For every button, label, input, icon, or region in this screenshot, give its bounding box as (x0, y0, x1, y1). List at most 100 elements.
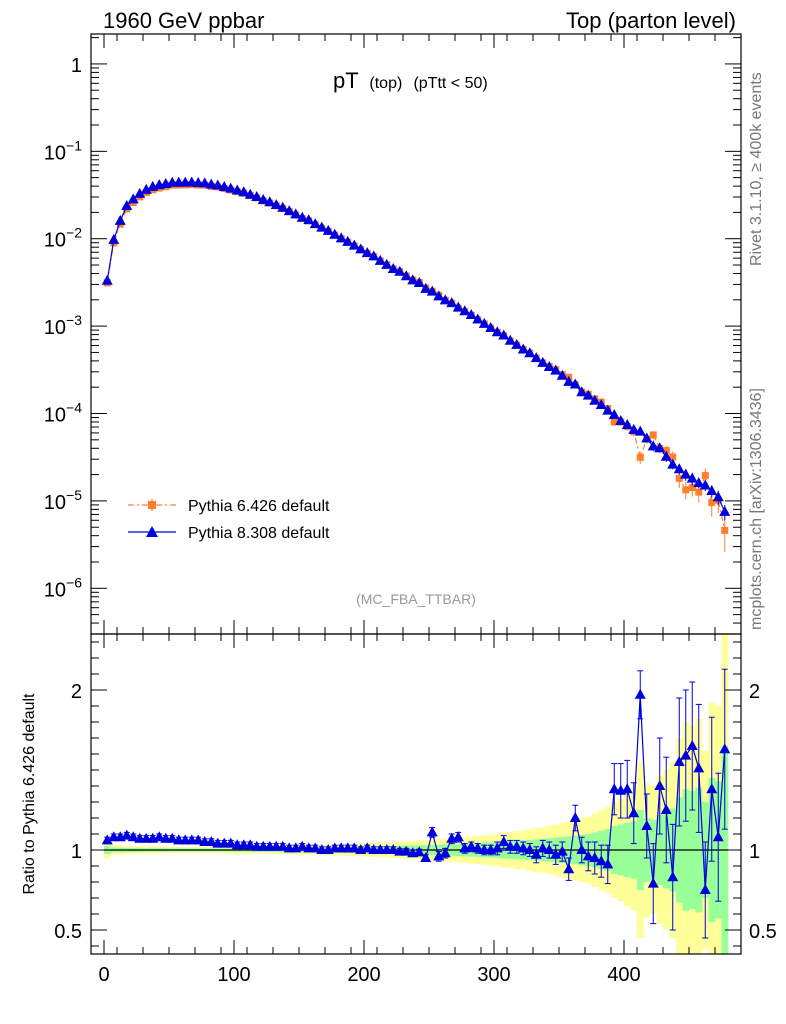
data-point-pythia8 (641, 432, 653, 443)
data-point-pythia8 (134, 187, 146, 198)
data-point-pythia8 (595, 399, 607, 410)
data-point-pythia8 (290, 208, 302, 219)
legend-entry-pythia8: Pythia 8.308 default (128, 525, 330, 542)
data-point-pythia8 (238, 186, 250, 197)
ratio-data-point (225, 837, 237, 848)
analysis-watermark: (MC_FBA_TTBAR) (356, 591, 476, 607)
ratio-data-point (205, 836, 217, 846)
ratio-data-point (524, 844, 536, 854)
data-point-pythia8 (244, 188, 256, 199)
ratio-data-point (686, 740, 698, 750)
data-point-pythia8 (537, 356, 549, 367)
data-point-pythia8 (446, 297, 458, 308)
mcplots-label: mcplots.cern.ch [arXiv:1306.3436] (748, 388, 765, 630)
data-point-pythia8 (329, 228, 341, 239)
data-point-pythia6 (701, 472, 709, 480)
ratio-data-point (192, 834, 204, 845)
data-point-pythia8 (355, 243, 367, 254)
ratio-data-point (621, 783, 633, 794)
plot-title-main: pT (333, 68, 358, 93)
data-point-pythia8 (576, 386, 588, 397)
main-y-tick-label: 10−5 (44, 487, 82, 514)
data-point-pythia8 (257, 194, 269, 205)
ratio-series-layer (101, 668, 731, 939)
data-point-pythia8 (563, 375, 575, 386)
data-point-pythia8 (439, 294, 451, 305)
ratio-y-tick-label-right: 2 (749, 681, 760, 703)
ratio-data-point (465, 840, 477, 851)
data-point-pythia6 (662, 446, 670, 454)
data-point-pythia8 (699, 479, 711, 490)
ratio-data-point (277, 840, 289, 851)
data-point-pythia8 (335, 232, 347, 243)
data-point-pythia8 (517, 343, 529, 354)
data-point-pythia8 (498, 329, 510, 340)
ratio-data-point (348, 842, 360, 853)
ratio-y-axis-label: Ratio to Pythia 6.426 default (21, 693, 38, 895)
x-tick-label: 400 (607, 964, 640, 986)
data-point-pythia8 (264, 196, 276, 207)
legend: Pythia 6.426 default Pythia 8.308 defaul… (128, 498, 330, 542)
x-tick-label: 0 (98, 964, 109, 986)
data-point-pythia8 (452, 301, 464, 312)
data-point-pythia8 (608, 409, 620, 420)
data-point-pythia8 (212, 179, 224, 190)
ratio-data-point (153, 831, 165, 842)
data-point-pythia8 (628, 423, 640, 434)
header-right-label: Top (parton level) (566, 8, 736, 33)
ratio-y-tick-label-right: 1 (749, 841, 760, 863)
data-point-pythia6 (610, 418, 618, 426)
ratio-data-point (361, 842, 373, 853)
data-point-pythia8 (530, 352, 542, 363)
main-y-tick-label: 10−6 (44, 574, 82, 601)
data-point-pythia8 (478, 317, 490, 328)
ratio-data-point (543, 844, 555, 854)
data-point-pythia8 (387, 262, 399, 273)
data-point-pythia8 (296, 211, 308, 222)
data-point-pythia8 (374, 254, 386, 265)
data-point-pythia8 (621, 418, 633, 429)
ratio-data-point (706, 783, 718, 794)
legend-marker-pythia8 (146, 526, 158, 537)
ratio-data-point (641, 820, 653, 830)
data-point-pythia8 (673, 463, 685, 474)
data-point-pythia8 (602, 404, 614, 415)
x-tick-label: 100 (217, 964, 250, 986)
ratio-data-point (127, 831, 139, 842)
data-point-pythia6 (649, 431, 657, 439)
ratio-data-point (166, 832, 178, 843)
data-point-pythia8 (556, 369, 568, 380)
data-point-pythia8 (303, 214, 315, 225)
plot-title: pT (top) (pTtt < 50) (333, 68, 488, 93)
data-point-pythia8 (686, 472, 698, 483)
x-tick-label: 300 (477, 964, 510, 986)
data-point-pythia6 (669, 453, 677, 461)
ratio-data-point (530, 848, 542, 859)
ratio-data-point (420, 852, 432, 862)
data-point-pythia8 (511, 338, 523, 349)
data-point-pythia6 (688, 484, 696, 492)
series-line-pythia6 (106, 184, 726, 531)
ratio-data-point (569, 812, 581, 822)
ratio-data-point (680, 749, 692, 760)
data-point-pythia8 (231, 184, 243, 195)
ratio-data-point (608, 783, 620, 794)
data-point-pythia8 (277, 201, 289, 212)
data-point-pythia6 (695, 488, 703, 496)
data-point-pythia8 (433, 290, 445, 301)
main-y-tick-label: 10−4 (44, 400, 82, 427)
data-point-pythia8 (667, 458, 679, 469)
data-point-pythia8 (472, 313, 484, 324)
data-point-pythia8 (413, 277, 425, 288)
ratio-data-point (628, 807, 640, 818)
plot-title-sub: (top) (369, 75, 402, 92)
ratio-y-tick-label-right: 0.5 (749, 921, 777, 943)
axes-layer: 0 100 200 300 400 10−6 10−5 10−4 10−3 10−2 10−1 1 0.… (44, 34, 777, 986)
ratio-data-point (309, 842, 321, 853)
data-point-pythia8 (218, 181, 230, 192)
data-point-pythia8 (199, 177, 211, 188)
data-point-pythia8 (251, 191, 263, 202)
data-point-pythia8 (569, 378, 581, 389)
ratio-data-point (387, 844, 399, 854)
data-point-pythia8 (485, 322, 497, 333)
